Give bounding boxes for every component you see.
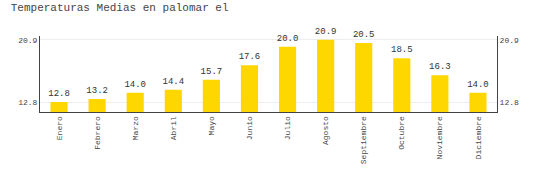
svg-text:Noviembre: Noviembre: [435, 116, 444, 159]
svg-text:15.7: 15.7: [201, 67, 223, 77]
svg-text:13.2: 13.2: [86, 86, 108, 96]
svg-text:Abril: Abril: [169, 116, 178, 140]
svg-text:12.8: 12.8: [48, 89, 70, 99]
svg-text:Temperaturas Medias en palomar: Temperaturas Medias en palomar el: [11, 2, 229, 14]
svg-text:20.0: 20.0: [277, 34, 299, 44]
svg-text:20.9: 20.9: [500, 36, 519, 45]
svg-text:Octubre: Octubre: [397, 116, 406, 150]
svg-text:12.8: 12.8: [18, 98, 37, 107]
svg-text:16.3: 16.3: [429, 62, 451, 72]
svg-text:Junio: Junio: [245, 116, 254, 140]
svg-text:Febrero: Febrero: [93, 116, 102, 150]
svg-text:17.6: 17.6: [239, 52, 261, 62]
svg-text:Mayo: Mayo: [207, 116, 216, 135]
svg-text:14.0: 14.0: [124, 80, 146, 90]
svg-text:18.5: 18.5: [391, 45, 413, 55]
svg-text:14.0: 14.0: [467, 80, 489, 90]
svg-text:20.9: 20.9: [315, 27, 337, 37]
svg-text:20.9: 20.9: [18, 36, 37, 45]
svg-text:20.5: 20.5: [353, 30, 375, 40]
svg-text:Septiembre: Septiembre: [359, 116, 368, 164]
svg-text:14.4: 14.4: [162, 77, 184, 87]
svg-text:Agosto: Agosto: [321, 116, 330, 145]
svg-text:Diciembre: Diciembre: [474, 116, 483, 159]
svg-text:Enero: Enero: [55, 116, 64, 140]
svg-text:12.8: 12.8: [500, 98, 519, 107]
svg-text:Marzo: Marzo: [131, 116, 140, 140]
svg-text:Julio: Julio: [283, 116, 292, 140]
